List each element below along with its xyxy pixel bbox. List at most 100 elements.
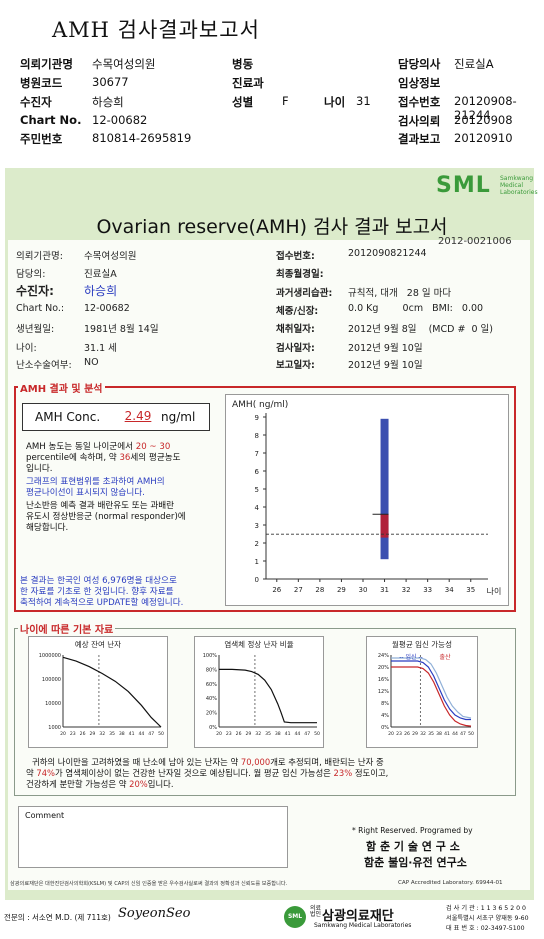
comment-box: Comment	[18, 806, 288, 868]
header-value: 30677	[92, 75, 129, 89]
mini-x-tick-label: 23	[226, 731, 232, 737]
y-tick-label: 8	[255, 432, 259, 440]
mini-x-tick-label: 32	[99, 731, 105, 737]
x-tick-label: 30	[359, 586, 368, 594]
x-axis-label: 나이	[487, 586, 502, 596]
header-value: F	[282, 94, 289, 108]
amh-conc-label: AMH Conc.	[35, 410, 101, 424]
research-institute: 함 춘 기 술 연 구 소	[366, 840, 460, 853]
logo-sub-line: Medical	[500, 182, 523, 189]
header-value: 수목여성의원	[92, 57, 156, 71]
y-tick-label: 0	[255, 576, 259, 584]
x-tick-label: 27	[294, 586, 303, 594]
mini-x-tick-label: 32	[420, 731, 426, 737]
mini-series-line	[62, 656, 162, 728]
data-source-note: 본 결과는 한국인 여성 6,976명을 대상으로 한 자료를 기초로 한 것입…	[20, 576, 230, 609]
remaining-oocytes-value: 70,000	[240, 757, 271, 767]
amh-result-box	[14, 386, 516, 612]
footer-bar	[0, 900, 544, 939]
y-tick-label: 3	[255, 522, 259, 530]
info-value: 하승희	[84, 284, 118, 298]
graph-note: 평균나이선이 표시되지 않습니다.	[26, 488, 145, 498]
info-value: 1981년 8월 14일	[84, 324, 159, 335]
info-label: 접수번호:	[276, 251, 315, 262]
header-label: Chart No.	[20, 113, 82, 127]
org-name: 삼광의료재단	[322, 909, 394, 924]
x-tick-label: 29	[337, 586, 346, 594]
legend-birth: 출산	[439, 653, 451, 661]
info-label: 채취일자:	[276, 324, 315, 335]
mini-x-tick-label: 26	[404, 731, 410, 737]
logo-sub-line: Laboratories	[500, 189, 538, 196]
info-label: 담당의:	[16, 269, 46, 280]
pregnancy-rate-value: 23%	[333, 768, 353, 778]
mini-x-tick-label: 20	[60, 731, 66, 737]
mini-x-tick-label: 38	[119, 731, 125, 737]
doctor-name: 전문의 : 서소연 M.D. (제 711호)	[4, 913, 111, 922]
mini-x-tick-label: 26	[236, 731, 242, 737]
header-value: 20120908-21244	[454, 94, 517, 122]
amh-conc-unit: ng/ml	[161, 410, 196, 424]
mini-y-tick-label: 80%	[206, 667, 217, 673]
y-tick-label: 2	[255, 540, 259, 548]
header-label: 병동	[232, 57, 254, 71]
info-label: Chart No.:	[16, 303, 65, 314]
info-label: 최종월경일:	[276, 269, 324, 280]
header-label: 성별	[232, 95, 254, 109]
normal-ratio-value: 74%	[36, 768, 56, 778]
address: 서울특별시 서초구 양재동 9-60	[446, 915, 529, 922]
mini-x-tick-label: 47	[304, 731, 310, 737]
info-label: 검사일자:	[276, 343, 315, 354]
mini-x-tick-label: 47	[460, 731, 466, 737]
y-tick-label: 6	[255, 468, 260, 476]
header-label: 의뢰기관명	[20, 57, 73, 71]
info-label: 수진자:	[16, 284, 54, 298]
mini-chart-title: 월평균 임신 가능성	[392, 639, 452, 649]
mini-x-tick-label: 29	[412, 731, 418, 737]
fertility-institute: 함춘 불임·유전 연구소	[364, 856, 467, 869]
remaining-oocytes-chart: 예상 잔여 난자 1000 10000 100000 1000000 20 23 26 29 32…	[28, 636, 168, 748]
mini-series-line	[391, 660, 471, 721]
info-label: 의뢰기관명:	[16, 251, 63, 262]
mini-x-tick-label: 35	[265, 731, 271, 737]
doctor-signature: SoyeonSeo	[118, 906, 191, 921]
mini-y-tick-label: 20%	[206, 711, 217, 717]
legend-pregnancy: -- 임신 --	[399, 653, 423, 661]
x-tick-label: 35	[466, 586, 475, 594]
mini-x-tick-label: 29	[245, 731, 251, 737]
mini-y-tick-label: 10000	[45, 701, 61, 707]
text: 입니다.	[147, 779, 174, 789]
y-tick-label: 7	[255, 450, 259, 458]
iqr-box	[380, 514, 389, 538]
header-value: 810814-2695819	[92, 131, 192, 145]
mini-x-tick-label: 44	[452, 731, 458, 737]
info-label: 체중/신장:	[276, 306, 319, 317]
header-label: 접수번호	[398, 95, 441, 109]
sml-small-logo: SML	[284, 906, 306, 928]
mini-series-line	[391, 657, 472, 719]
x-tick-label: 26	[272, 586, 281, 594]
header-age-label: 나이	[324, 95, 346, 109]
mini-y-tick-label: 1000000	[39, 653, 61, 659]
response-prediction: 난소반응 예측 결과 배란유도 또는 과배란	[26, 501, 175, 511]
mini-x-tick-label: 23	[396, 731, 402, 737]
header-label: 결과보고	[398, 132, 441, 146]
mini-y-tick-label: 100000	[42, 677, 61, 683]
response-prediction: 유도시 정상반응군 (normal responder)에	[26, 512, 186, 522]
sml-logo-subtitle: Samkwang Medical Laboratories	[500, 175, 538, 196]
rights-line: * Right Reserved. Programed by	[352, 826, 473, 835]
mini-series-line	[219, 668, 317, 724]
text: 가 염색체이상이 없는 건강한 난자일 것으로 예상됩니다. 월 평균 임신 가…	[55, 768, 331, 778]
mini-y-tick-label: 4%	[381, 713, 389, 719]
header-value: 진료실A	[454, 57, 494, 71]
info-value: 2012090821244	[348, 248, 427, 259]
header-age-value: 31	[356, 94, 371, 108]
mini-y-tick-label: 60%	[206, 682, 217, 688]
text: AMH 농도는 동일 나이군에서	[26, 442, 134, 452]
mini-y-tick-label: 0%	[381, 725, 389, 731]
mini-x-tick-label: 50	[158, 731, 164, 737]
header-value: 하승희	[92, 95, 124, 109]
header-label: 병원코드	[20, 76, 63, 90]
response-prediction: 해당합니다.	[26, 523, 69, 533]
org-prefix: 의료법인	[310, 905, 322, 918]
